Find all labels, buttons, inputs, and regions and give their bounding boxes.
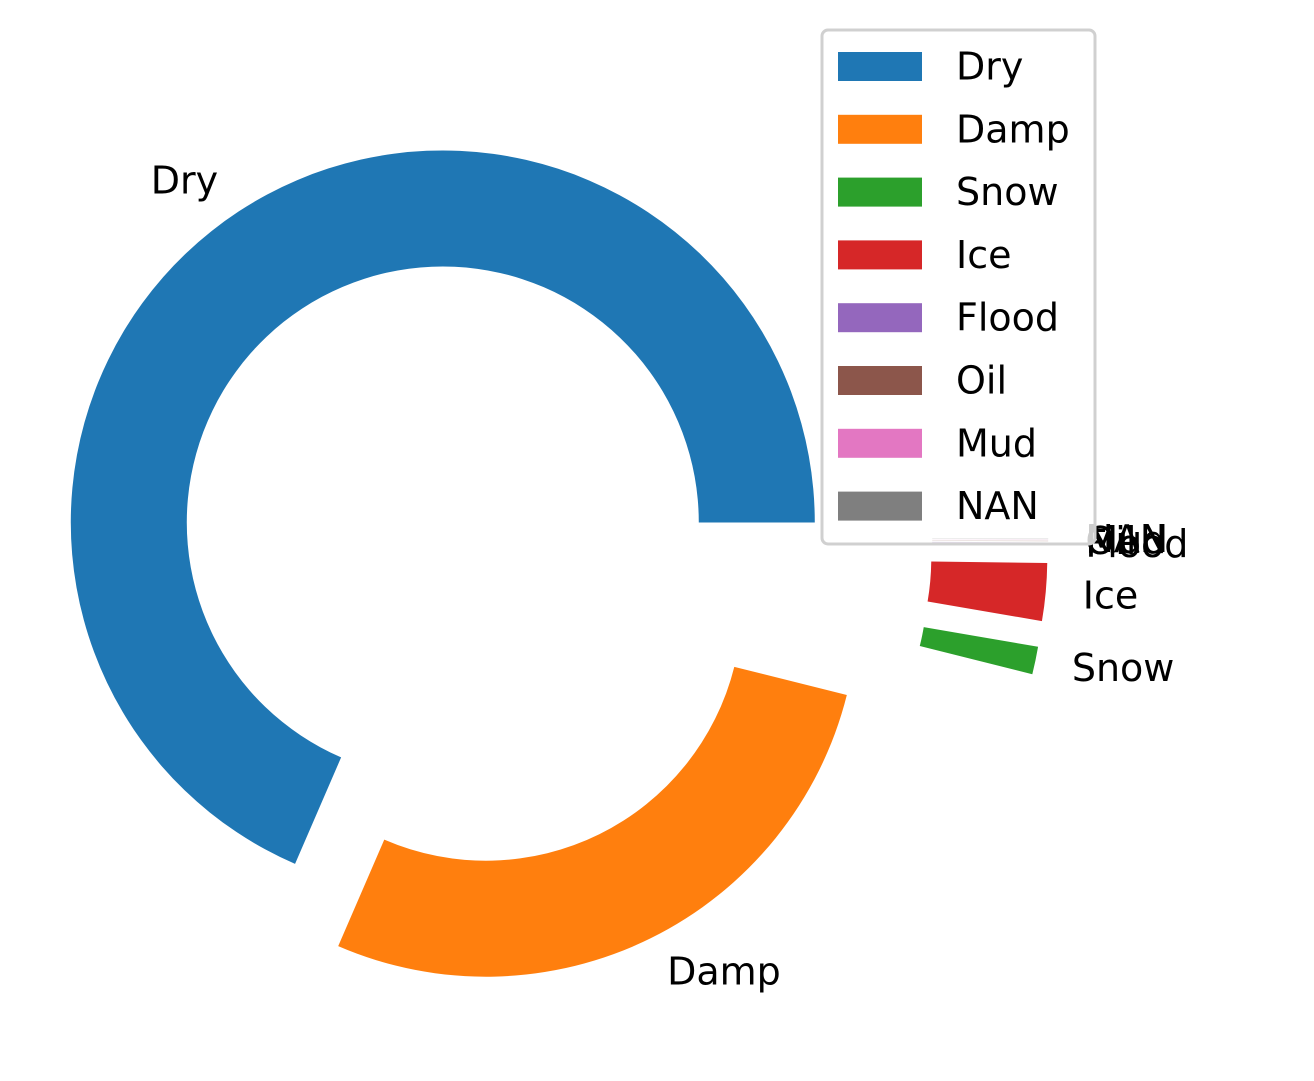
- legend-label-dry: Dry: [956, 45, 1023, 89]
- legend-label-flood: Flood: [956, 296, 1059, 340]
- slice-label-dry: Dry: [151, 158, 218, 202]
- legend-label-snow: Snow: [956, 170, 1059, 214]
- legend-swatch-mud: [838, 428, 922, 458]
- slice-label-damp: Damp: [667, 950, 781, 994]
- slice-snow: [919, 627, 1039, 675]
- slice-label-nan: NAN: [1085, 517, 1168, 561]
- chart-legend: Dry Damp Snow Ice Flood Oil Mud NAN: [820, 28, 1097, 546]
- legend-label-mud: Mud: [956, 421, 1037, 465]
- legend-swatch-ice: [838, 240, 922, 270]
- legend-swatch-dry: [838, 52, 922, 81]
- legend-swatch-nan: [838, 491, 922, 521]
- slice-ice: [927, 561, 1048, 622]
- legend-swatch-snow: [838, 177, 922, 207]
- legend-label-oil: Oil: [956, 359, 1007, 403]
- legend-frame: [820, 28, 1097, 546]
- legend-label-nan: NAN: [956, 484, 1039, 528]
- legend-swatch-flood: [838, 303, 922, 333]
- slice-label-mud: Mud: [1085, 518, 1166, 562]
- slice-dry: [70, 150, 815, 864]
- legend-label-damp: Damp: [956, 107, 1070, 151]
- slice-label-snow: Snow: [1072, 646, 1175, 690]
- legend-label-ice: Ice: [956, 233, 1011, 277]
- slice-damp: [338, 666, 847, 977]
- slice-label-ice: Ice: [1083, 574, 1138, 618]
- legend-swatch-oil: [838, 366, 922, 395]
- slice-label-flood: Flood: [1085, 522, 1188, 566]
- legend-swatch-damp: [838, 114, 922, 144]
